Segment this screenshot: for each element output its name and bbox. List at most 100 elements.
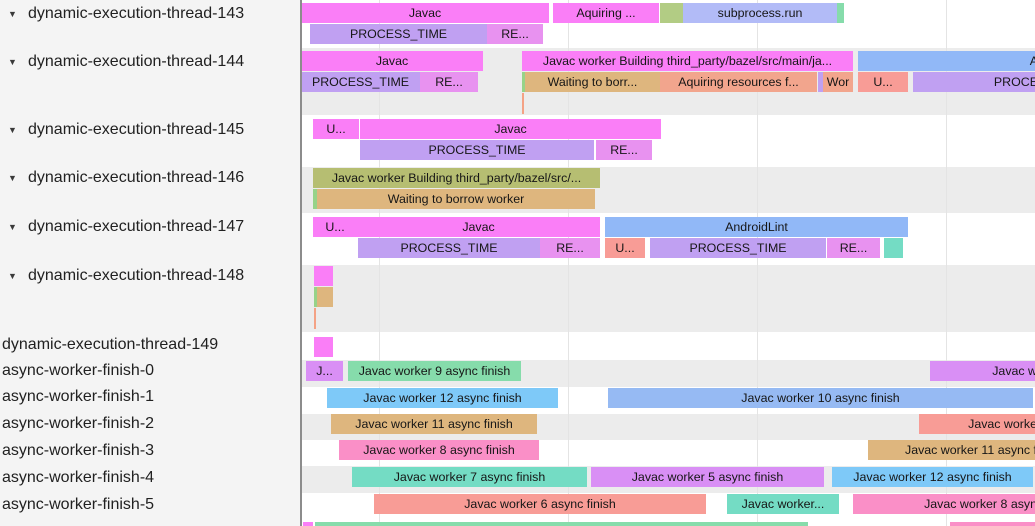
trace-slice[interactable]: Waiting to borrow worker [317,189,595,209]
trace-slice[interactable]: RE... [540,238,600,258]
sidebar-item-dynamic-execution-thread-148[interactable]: ▼ dynamic-execution-thread-148 [0,265,300,287]
trace-slice[interactable] [818,72,823,92]
trace-slice[interactable] [314,287,317,307]
sidebar-item-dynamic-execution-thread-147[interactable]: ▼ dynamic-execution-thread-147 [0,216,300,238]
sidebar-item-async-worker-finish-5[interactable]: async-worker-finish-5 [0,494,300,516]
trace-slice[interactable]: Javac worker 6 async finish [374,494,706,514]
trace-slice[interactable]: PROCESS_TIME [358,238,540,258]
trace-slice[interactable]: Javac [301,51,483,71]
trace-slice[interactable]: AndroidLint [605,217,908,237]
trace-slice[interactable]: Javac [360,119,661,139]
slice-label: A [1029,54,1035,68]
trace-slice[interactable]: Javac worker 8 async finish [339,440,539,460]
trace-slice[interactable]: Javac w [930,361,1035,381]
sidebar-item-dynamic-execution-thread-145[interactable]: ▼ dynamic-execution-thread-145 [0,119,300,141]
slice-label: Javac worker 10 async finish [741,391,900,405]
grid-line [946,0,947,526]
slice-label: PROCE [993,75,1035,89]
track-label: async-worker-finish-5 [2,496,155,513]
track-label: dynamic-execution-thread-149 [2,336,219,353]
sidebar-item-async-worker-finish-0[interactable]: async-worker-finish-0 [0,360,300,382]
trace-slice[interactable]: RE... [827,238,880,258]
panel-divider[interactable] [300,0,302,526]
slice-label: PROCESS_TIME [428,143,526,157]
trace-slice[interactable]: Javac worker Building third_party/bazel/… [522,51,853,71]
trace-slice[interactable] [522,72,525,92]
slice-label: U... [326,122,346,136]
trace-slice[interactable]: PROCESS_TIME [301,72,420,92]
slice-label: Javac worker Building third_party/bazel/… [542,54,833,68]
trace-slice[interactable]: Aquiring ... [553,3,659,23]
slice-label: RE... [556,241,584,255]
slice-label: Javac worker... [741,497,825,511]
trace-slice[interactable] [950,522,1035,526]
trace-slice[interactable]: Javac worker 5 async finish [591,467,824,487]
trace-slice[interactable]: Javac worker 11 async f [868,440,1035,460]
slice-label: J... [316,364,333,378]
trace-slice[interactable]: PROCE [913,72,1035,92]
trace-slice[interactable]: Javac worker 12 async finish [327,388,558,408]
grid-line [379,0,380,526]
trace-slice[interactable] [314,337,333,357]
trace-slice[interactable]: Javac worker... [727,494,839,514]
grid-line [568,0,569,526]
trace-slice[interactable]: Javac worker 11 async finish [331,414,537,434]
trace-slice[interactable]: PROCESS_TIME [650,238,826,258]
trace-slice[interactable]: Javac worker 10 async finish [608,388,1033,408]
collapse-triangle-icon[interactable]: ▼ [8,173,17,183]
trace-slice[interactable]: Javac worker 12 async finish [832,467,1033,487]
trace-slice[interactable] [884,238,903,258]
trace-slice[interactable] [313,189,317,209]
collapse-triangle-icon[interactable]: ▼ [8,222,17,232]
collapse-triangle-icon[interactable]: ▼ [8,57,17,67]
trace-slice[interactable] [314,266,333,286]
trace-slice[interactable] [315,522,808,526]
trace-slice[interactable]: A [858,51,1035,71]
instant-event-tick[interactable] [314,308,316,329]
timeline-panel[interactable]: Javac Aquiring ... subprocess.run PROCESS_T… [301,0,1035,526]
sidebar-item-async-worker-finish-1[interactable]: async-worker-finish-1 [0,386,300,408]
trace-slice[interactable]: Javac worker 9 async finish [348,361,521,381]
collapse-triangle-icon[interactable]: ▼ [8,271,17,281]
sidebar-item-async-worker-finish-2[interactable]: async-worker-finish-2 [0,413,300,435]
trace-slice[interactable]: Javac worker Building third_party/bazel/… [313,168,600,188]
trace-slice[interactable]: RE... [487,24,543,44]
trace-slice[interactable]: J... [306,361,343,381]
collapse-triangle-icon[interactable]: ▼ [8,9,17,19]
trace-slice[interactable]: Javac worker 8 asyn [853,494,1035,514]
trace-slice[interactable]: Javac worke [919,414,1035,434]
trace-slice[interactable]: subprocess.run [683,3,837,23]
trace-slice[interactable] [660,3,683,23]
trace-slice[interactable]: U... [858,72,908,92]
trace-slice[interactable]: U... [313,217,357,237]
sidebar-item-async-worker-finish-4[interactable]: async-worker-finish-4 [0,467,300,489]
trace-slice[interactable]: PROCESS_TIME [310,24,487,44]
track-label: dynamic-execution-thread-146 [28,169,245,186]
trace-slice[interactable]: Javac [301,3,549,23]
slice-label: U... [325,220,345,234]
sidebar-item-dynamic-execution-thread-144[interactable]: ▼ dynamic-execution-thread-144 [0,51,300,73]
collapse-triangle-icon[interactable]: ▼ [8,125,17,135]
track-row-bg [301,265,1035,332]
slice-label: Javac worker 11 async finish [355,417,513,431]
trace-slice[interactable]: RE... [420,72,478,92]
trace-slice[interactable]: U... [313,119,359,139]
instant-event-tick[interactable] [522,93,524,114]
sidebar-item-dynamic-execution-thread-146[interactable]: ▼ dynamic-execution-thread-146 [0,167,300,189]
slice-label: Javac worker 8 asyn [924,497,1035,511]
trace-slice[interactable]: Javac worker 7 async finish [352,467,587,487]
sidebar-item-async-worker-finish-3[interactable]: async-worker-finish-3 [0,440,300,462]
trace-slice[interactable] [303,522,313,526]
trace-slice[interactable]: RE... [596,140,652,160]
trace-slice[interactable] [317,287,333,307]
trace-slice[interactable]: Wor [823,72,853,92]
sidebar-item-dynamic-execution-thread-149[interactable]: dynamic-execution-thread-149 [0,334,300,356]
trace-slice[interactable]: Javac [357,217,600,237]
slice-label: Javac worker 9 async finish [358,364,511,378]
sidebar-item-dynamic-execution-thread-143[interactable]: ▼ dynamic-execution-thread-143 [0,3,300,25]
trace-slice[interactable] [837,3,844,23]
trace-slice[interactable]: PROCESS_TIME [360,140,594,160]
trace-slice[interactable]: U... [605,238,645,258]
trace-slice[interactable]: Aquiring resources f... [660,72,817,92]
trace-slice[interactable]: Waiting to borr... [525,72,660,92]
